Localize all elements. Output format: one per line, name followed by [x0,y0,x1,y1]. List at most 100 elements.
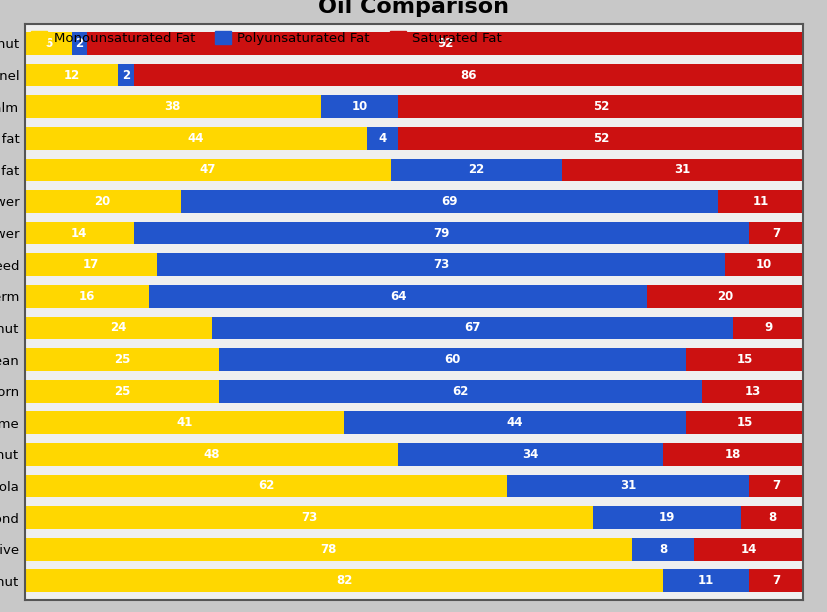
Bar [118,64,134,86]
Bar [724,253,802,276]
Bar [25,285,149,308]
Text: 15: 15 [736,416,752,429]
Text: 60: 60 [444,353,461,366]
Bar [25,159,390,181]
Bar [367,127,398,150]
Text: 8: 8 [658,543,667,556]
Text: 44: 44 [188,132,204,145]
Bar [157,253,724,276]
Bar [631,538,693,561]
Title: Oil Comparison: Oil Comparison [318,0,509,17]
Bar [748,569,802,592]
Bar [25,95,320,118]
Bar [507,474,748,498]
Bar [717,190,802,213]
Bar [219,348,686,371]
Bar [25,506,592,529]
Legend: Monounsaturated Fat, Polyunsaturated Fat, Saturated Fat: Monounsaturated Fat, Polyunsaturated Fat… [31,31,501,45]
Bar [390,159,562,181]
Bar [25,443,398,466]
Text: 20: 20 [716,290,733,303]
Bar [701,380,802,403]
Bar [740,506,802,529]
Bar [71,32,87,55]
Bar [748,222,802,244]
Bar [25,64,118,86]
Text: 16: 16 [79,290,95,303]
Text: 64: 64 [390,290,406,303]
Text: 73: 73 [433,258,449,271]
Bar [25,411,343,434]
Bar [25,253,157,276]
Bar [686,411,802,434]
Text: 4: 4 [378,132,386,145]
Text: 62: 62 [258,479,274,493]
Text: 67: 67 [464,321,480,334]
Text: 62: 62 [452,384,468,398]
Text: 10: 10 [351,100,367,113]
Bar [134,222,748,244]
Text: 22: 22 [467,163,484,176]
Text: 47: 47 [199,163,216,176]
Bar [398,443,662,466]
Text: 78: 78 [320,543,336,556]
Text: 52: 52 [592,100,608,113]
Bar [25,569,662,592]
Bar [25,222,134,244]
Text: 20: 20 [94,195,111,208]
Bar [732,316,802,339]
Bar [87,32,802,55]
Bar [149,285,647,308]
Text: 7: 7 [771,226,779,240]
Text: 18: 18 [724,448,740,461]
Text: 2: 2 [75,37,84,50]
Bar [25,538,631,561]
Bar [219,380,701,403]
Bar [212,316,732,339]
Text: 52: 52 [592,132,608,145]
Text: 11: 11 [697,574,713,588]
Text: 44: 44 [506,416,523,429]
Text: 25: 25 [114,384,130,398]
Bar [343,411,686,434]
Text: 15: 15 [736,353,752,366]
Text: 92: 92 [437,37,452,50]
Bar [647,285,802,308]
Text: 79: 79 [433,226,449,240]
Text: 14: 14 [71,226,88,240]
Bar [320,95,398,118]
Text: 86: 86 [460,69,476,81]
Text: 41: 41 [176,416,193,429]
Text: 31: 31 [619,479,635,493]
Bar [562,159,802,181]
Text: 48: 48 [203,448,220,461]
Bar [25,380,219,403]
Text: 38: 38 [165,100,180,113]
Bar [134,64,802,86]
Bar [662,443,802,466]
Text: 8: 8 [767,511,775,524]
Text: 17: 17 [83,258,99,271]
Text: 31: 31 [673,163,690,176]
Bar [25,348,219,371]
Bar [662,569,748,592]
Text: 12: 12 [64,69,79,81]
Bar [398,95,802,118]
Text: 24: 24 [110,321,127,334]
Text: 25: 25 [114,353,130,366]
Text: 34: 34 [522,448,538,461]
Text: 19: 19 [658,511,674,524]
Bar [686,348,802,371]
Bar [25,127,367,150]
Text: 14: 14 [739,543,756,556]
Bar [25,32,71,55]
Bar [748,474,802,498]
Bar [398,127,802,150]
Text: 13: 13 [743,384,760,398]
Text: 7: 7 [771,574,779,588]
Text: 6: 6 [44,37,52,50]
Bar [180,190,717,213]
Bar [25,474,507,498]
Text: 7: 7 [771,479,779,493]
Text: 69: 69 [440,195,457,208]
